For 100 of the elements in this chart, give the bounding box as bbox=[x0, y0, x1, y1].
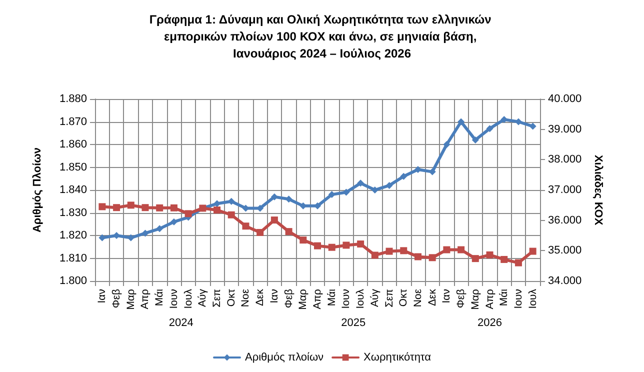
point bbox=[314, 242, 321, 250]
point bbox=[314, 202, 321, 210]
y-tick-label: 1.840 bbox=[59, 184, 87, 196]
point bbox=[142, 204, 149, 212]
y-tick-label: 1.870 bbox=[59, 116, 87, 128]
point bbox=[386, 182, 393, 189]
y-tick-label: 1.880 bbox=[59, 93, 87, 105]
point bbox=[386, 248, 393, 255]
x-tick-label: Ιουλ bbox=[182, 288, 194, 309]
point bbox=[400, 247, 408, 254]
x-tick-label: Μαρ bbox=[469, 288, 482, 310]
y-tick-label: 1.800 bbox=[59, 275, 87, 287]
y2-tick-label: 36.000 bbox=[548, 214, 582, 226]
y2-tick-label: 39.000 bbox=[548, 123, 582, 136]
point bbox=[127, 234, 134, 242]
point bbox=[486, 251, 494, 258]
point bbox=[156, 225, 164, 232]
point bbox=[514, 259, 522, 266]
x-tick-label: Μαρ bbox=[297, 288, 310, 310]
point bbox=[156, 204, 164, 212]
x-tick-label: Μάι bbox=[154, 288, 166, 306]
point bbox=[414, 253, 422, 260]
legend-label: Αριθμός πλοίων bbox=[245, 352, 324, 364]
x-tick-label: Ιαν bbox=[268, 289, 280, 304]
point bbox=[328, 244, 336, 251]
point bbox=[256, 228, 264, 236]
point bbox=[242, 222, 250, 230]
x-tick-label: Νοε bbox=[412, 288, 424, 308]
x-tick-label: Απρ bbox=[484, 288, 496, 310]
y-tick-label: 1.850 bbox=[59, 161, 87, 174]
chart-title: Γράφημα 1: Δύναμη και Ολική Χωρητικότητα των ελληνικών εμπορικών πλοίων 100 ΚΟΧ και άνω, σε μηνιαία βάση, Ιανουάριος 2024 – Ιούλιος 2026 bbox=[149, 12, 495, 60]
x-tick-label: Ιουλ bbox=[354, 288, 367, 309]
x-tick-label: Σεπ bbox=[383, 289, 396, 308]
x-tick-label: Δεκ bbox=[254, 288, 266, 306]
y-tick-label: 1.810 bbox=[59, 252, 87, 264]
point bbox=[529, 122, 536, 130]
point bbox=[170, 204, 178, 212]
y2-axis-title: Χιλιάδες ΚΟΧ bbox=[592, 154, 604, 226]
x-tick-label: Απρ bbox=[139, 288, 152, 310]
point bbox=[500, 256, 508, 263]
point bbox=[371, 252, 378, 259]
point bbox=[458, 118, 465, 126]
point bbox=[342, 188, 350, 196]
point bbox=[357, 180, 364, 187]
point bbox=[414, 166, 422, 174]
text: 2024 bbox=[168, 317, 194, 329]
x-tick-label: Οκτ bbox=[225, 288, 238, 307]
x-tick-label: Φεβ bbox=[455, 289, 468, 308]
point bbox=[184, 210, 192, 218]
point bbox=[98, 234, 106, 242]
point bbox=[443, 141, 450, 148]
point bbox=[127, 202, 134, 209]
point bbox=[228, 211, 235, 218]
y2-tick-label: 35.000 bbox=[548, 244, 582, 257]
x-tick-label: Ιουν bbox=[512, 289, 524, 309]
y-tick-label: 1.820 bbox=[59, 230, 87, 242]
x-tick-label: Δεκ bbox=[426, 288, 438, 306]
point bbox=[285, 196, 292, 203]
y2-tick-label: 34.000 bbox=[548, 275, 582, 287]
y-tick-label: 1.860 bbox=[59, 138, 87, 150]
x-tick-label: Μάι bbox=[498, 288, 510, 306]
point bbox=[357, 240, 364, 248]
point bbox=[170, 218, 178, 226]
x-tick-label: Φεβ bbox=[282, 289, 295, 308]
point bbox=[342, 242, 350, 249]
point bbox=[300, 236, 307, 244]
x-tick-label: Ιουν bbox=[168, 289, 180, 309]
point bbox=[472, 136, 479, 144]
point bbox=[142, 230, 149, 237]
x-tick-label: Μαρ bbox=[124, 288, 137, 310]
x-tick-label: Οκτ bbox=[398, 288, 410, 307]
y2-tick-label: 38.000 bbox=[548, 154, 582, 166]
y-tick-label: 1.830 bbox=[59, 206, 87, 219]
x-tick-label: Ιουλ bbox=[526, 288, 539, 309]
x-tick-label: Νοε bbox=[240, 288, 252, 308]
text: 2025 bbox=[341, 317, 366, 329]
point bbox=[228, 198, 235, 205]
x-tick-label: Απρ bbox=[312, 288, 324, 310]
x-tick-label: Αύγ bbox=[368, 288, 381, 307]
text: 2026 bbox=[478, 317, 502, 329]
point bbox=[328, 191, 336, 198]
x-tick-label: Φεβ bbox=[110, 289, 123, 308]
point bbox=[285, 228, 292, 236]
point bbox=[371, 186, 378, 194]
point bbox=[270, 193, 278, 200]
point bbox=[98, 203, 106, 210]
legend-label: Χωρητικότητα bbox=[364, 352, 432, 364]
x-tick-label: Ιουν bbox=[340, 289, 352, 309]
point bbox=[400, 172, 408, 180]
point bbox=[472, 255, 479, 262]
y2-tick-label: 37.000 bbox=[548, 184, 582, 196]
x-tick-label: Αύγ bbox=[196, 288, 209, 307]
point bbox=[529, 248, 536, 255]
point bbox=[428, 254, 436, 262]
point bbox=[270, 216, 278, 224]
x-tick-label: Μάι bbox=[326, 288, 338, 306]
y-axis-title: Αριθμός Πλοίων bbox=[32, 147, 44, 233]
point bbox=[428, 168, 436, 176]
point bbox=[113, 204, 120, 212]
x-tick-label: Ιαν bbox=[96, 289, 108, 304]
